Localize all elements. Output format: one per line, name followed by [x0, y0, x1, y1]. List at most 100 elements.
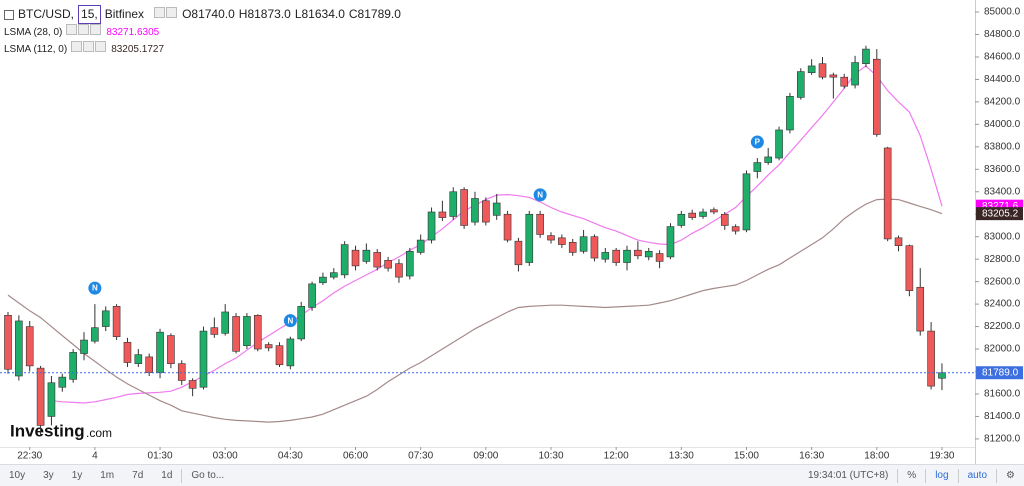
- icons[interactable]: [154, 6, 178, 23]
- candle-body: [47, 382, 56, 417]
- indicator-line: [7, 198, 943, 423]
- candle-body: [666, 226, 675, 258]
- candle-body: [177, 363, 186, 381]
- candle-body: [482, 200, 490, 223]
- x-tick-label: 09:00: [473, 451, 498, 462]
- y-tick-label: 83600.0: [984, 164, 1021, 175]
- candle-body: [677, 213, 686, 226]
- range-button[interactable]: 10y: [9, 470, 26, 481]
- candle-body: [786, 95, 794, 131]
- indicator-line: [51, 65, 943, 404]
- candle-body: [199, 330, 208, 388]
- range-button[interactable]: 3y: [43, 470, 54, 481]
- candle-body: [69, 352, 77, 380]
- candle-body: [536, 213, 544, 235]
- y-tick-label: 82200.0: [984, 321, 1021, 332]
- y-tick-label: 84600.0: [984, 52, 1021, 63]
- candle-body: [547, 235, 555, 241]
- candle-body: [243, 316, 251, 346]
- indicator-value: 83271.6305: [106, 27, 160, 38]
- goto-button[interactable]: Go to...: [191, 470, 225, 481]
- event-label: N: [92, 284, 98, 293]
- range-button[interactable]: 1m: [100, 470, 115, 481]
- candle-body: [395, 263, 403, 278]
- candle-body: [655, 253, 664, 262]
- candle-body: [927, 330, 935, 387]
- range-button[interactable]: 1y: [71, 470, 83, 481]
- x-tick-label: 10:30: [538, 451, 563, 462]
- candle-body: [188, 380, 197, 389]
- y-tick-label: 84200.0: [984, 97, 1021, 108]
- candle-body: [80, 339, 88, 354]
- event-badge: [750, 135, 764, 149]
- candle-body: [416, 239, 425, 253]
- event-label: N: [287, 316, 293, 325]
- x-tick-label: 01:30: [148, 451, 173, 462]
- percent-toggle[interactable]: %: [907, 470, 917, 481]
- clock: 19:34:01 (UTC+8): [807, 470, 889, 481]
- candle-body: [460, 189, 468, 226]
- candle-body: [807, 65, 816, 73]
- toolbar: 10y 3y 1y 1m 7d 1d Go to... 19:34:01 (UT…: [0, 464, 1024, 486]
- event-badge: [533, 188, 547, 202]
- candle-body: [156, 331, 164, 373]
- candle-body: [862, 48, 870, 64]
- candle-body: [612, 249, 620, 263]
- candle-body: [58, 376, 67, 388]
- candle-body: [753, 162, 762, 172]
- candle-body: [145, 356, 153, 373]
- candle-body: [210, 327, 219, 335]
- candle-body: [699, 211, 707, 217]
- event-badge: [88, 281, 102, 295]
- event-marker: N: [533, 188, 547, 202]
- interval[interactable]: 15,: [78, 5, 101, 24]
- indicator-tag-bg: [976, 207, 1023, 221]
- exchange: Bitfinex: [104, 7, 145, 21]
- candle-body: [775, 129, 783, 159]
- x-tick-label: 13:30: [669, 451, 694, 462]
- range-button[interactable]: 7d: [132, 470, 144, 481]
- candle-body: [134, 354, 143, 364]
- x-tick-label: 22:30: [17, 451, 42, 462]
- candle-body: [167, 335, 175, 364]
- candle-body: [297, 306, 306, 340]
- candle-body: [123, 341, 132, 363]
- candle-body: [568, 242, 577, 253]
- candle-body: [101, 310, 110, 327]
- symbol-row: BTC/USD, 15, Bitfinex O81740.0 H81873.0 …: [4, 5, 401, 24]
- indicator-row: LSMA (112, 0) 83205.1727: [4, 41, 401, 58]
- x-tick-label: 04:30: [278, 451, 303, 462]
- log-toggle[interactable]: log: [935, 470, 949, 481]
- candle-body: [362, 249, 371, 262]
- settings[interactable]: ⚙: [1006, 470, 1015, 481]
- icons[interactable]: [71, 41, 107, 58]
- y-tick-label: 83000.0: [984, 231, 1021, 242]
- y-tick-label: 82400.0: [984, 299, 1021, 310]
- candle-body: [601, 252, 610, 260]
- logo-brand: Investing: [10, 421, 85, 440]
- x-tick-label: 06:00: [343, 451, 368, 462]
- icons[interactable]: [66, 24, 102, 41]
- indicator-name: LSMA (112, 0): [4, 44, 68, 55]
- ohlc-open: O81740.0: [182, 7, 235, 21]
- indicator-name: LSMA (28, 0): [4, 27, 63, 38]
- candle-body: [286, 338, 295, 367]
- ohlc-close: C81789.0: [348, 7, 401, 21]
- candle-body: [731, 226, 740, 232]
- chart: Investing .com 81200.081400.081600.08180…: [0, 0, 1023, 464]
- auto-toggle[interactable]: auto: [967, 470, 988, 481]
- candle-body: [319, 276, 327, 284]
- candle-body: [406, 251, 414, 277]
- collapse-icon[interactable]: [4, 9, 14, 20]
- event-marker: N: [88, 281, 102, 295]
- candle-body: [221, 311, 229, 334]
- range-button[interactable]: 1d: [161, 470, 173, 481]
- candle-body: [872, 58, 881, 135]
- candle-body: [91, 327, 99, 342]
- candle-body: [818, 63, 827, 78]
- y-tick-label: 84000.0: [984, 119, 1021, 130]
- candle-body: [427, 211, 436, 241]
- candle-body: [634, 249, 642, 257]
- y-tick-label: 81200.0: [984, 434, 1021, 445]
